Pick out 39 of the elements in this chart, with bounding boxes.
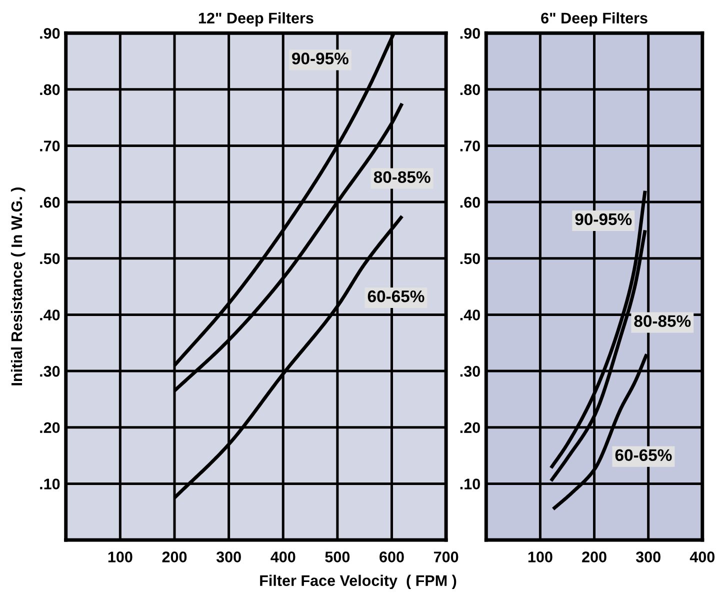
x-tick-label: 100: [108, 552, 132, 562]
y-tick-label: .20: [40, 422, 60, 434]
y-tick-label: .50: [40, 253, 60, 264]
y-tick-label: .20: [460, 422, 480, 434]
y-tick-label: .30: [40, 366, 60, 377]
series-label: 90-95%: [292, 52, 348, 64]
y-tick-label: .50: [460, 253, 480, 264]
y-tick-label: .30: [460, 366, 480, 377]
x-tick-label: 300: [216, 552, 241, 562]
series-label: 80-85%: [634, 315, 691, 327]
x-tick-label: 700: [434, 552, 458, 562]
y-tick-label: .70: [460, 140, 480, 152]
chart-title: 6" Deep Filters: [541, 12, 648, 27]
chart-title: 12" Deep Filters: [198, 12, 314, 27]
x-tick-label: 300: [636, 552, 660, 562]
series-label: 80-85%: [374, 171, 430, 183]
y-tick-label: .60: [40, 196, 60, 208]
y-tick-label: .80: [40, 84, 60, 96]
y-tick-label: .60: [460, 196, 480, 208]
y-axis-title: Initial Resistance ( In W.G. ): [10, 188, 26, 386]
series-label: 90-95%: [575, 213, 632, 226]
x-tick-label: 400: [690, 552, 715, 562]
series-label: 60-65%: [368, 290, 424, 302]
x-tick-label: 500: [325, 552, 350, 562]
x-tick-label: 600: [380, 552, 404, 562]
y-tick-label: .10: [460, 478, 480, 490]
y-tick-label: .40: [40, 310, 60, 320]
x-tick-label: 100: [528, 552, 552, 562]
x-axis-title: Filter Face Velocity ( FPM ): [260, 574, 456, 590]
y-tick-label: .80: [460, 84, 480, 96]
x-tick-label: 200: [582, 552, 606, 562]
y-tick-label: .70: [40, 140, 60, 152]
y-tick-label: .90: [40, 28, 60, 39]
y-tick-label: .40: [460, 310, 480, 320]
series-label: 60-65%: [615, 449, 672, 462]
x-tick-label: 200: [162, 552, 187, 562]
y-tick-label: .90: [460, 28, 480, 39]
y-tick-label: .10: [40, 478, 60, 490]
x-tick-label: 400: [270, 552, 296, 562]
